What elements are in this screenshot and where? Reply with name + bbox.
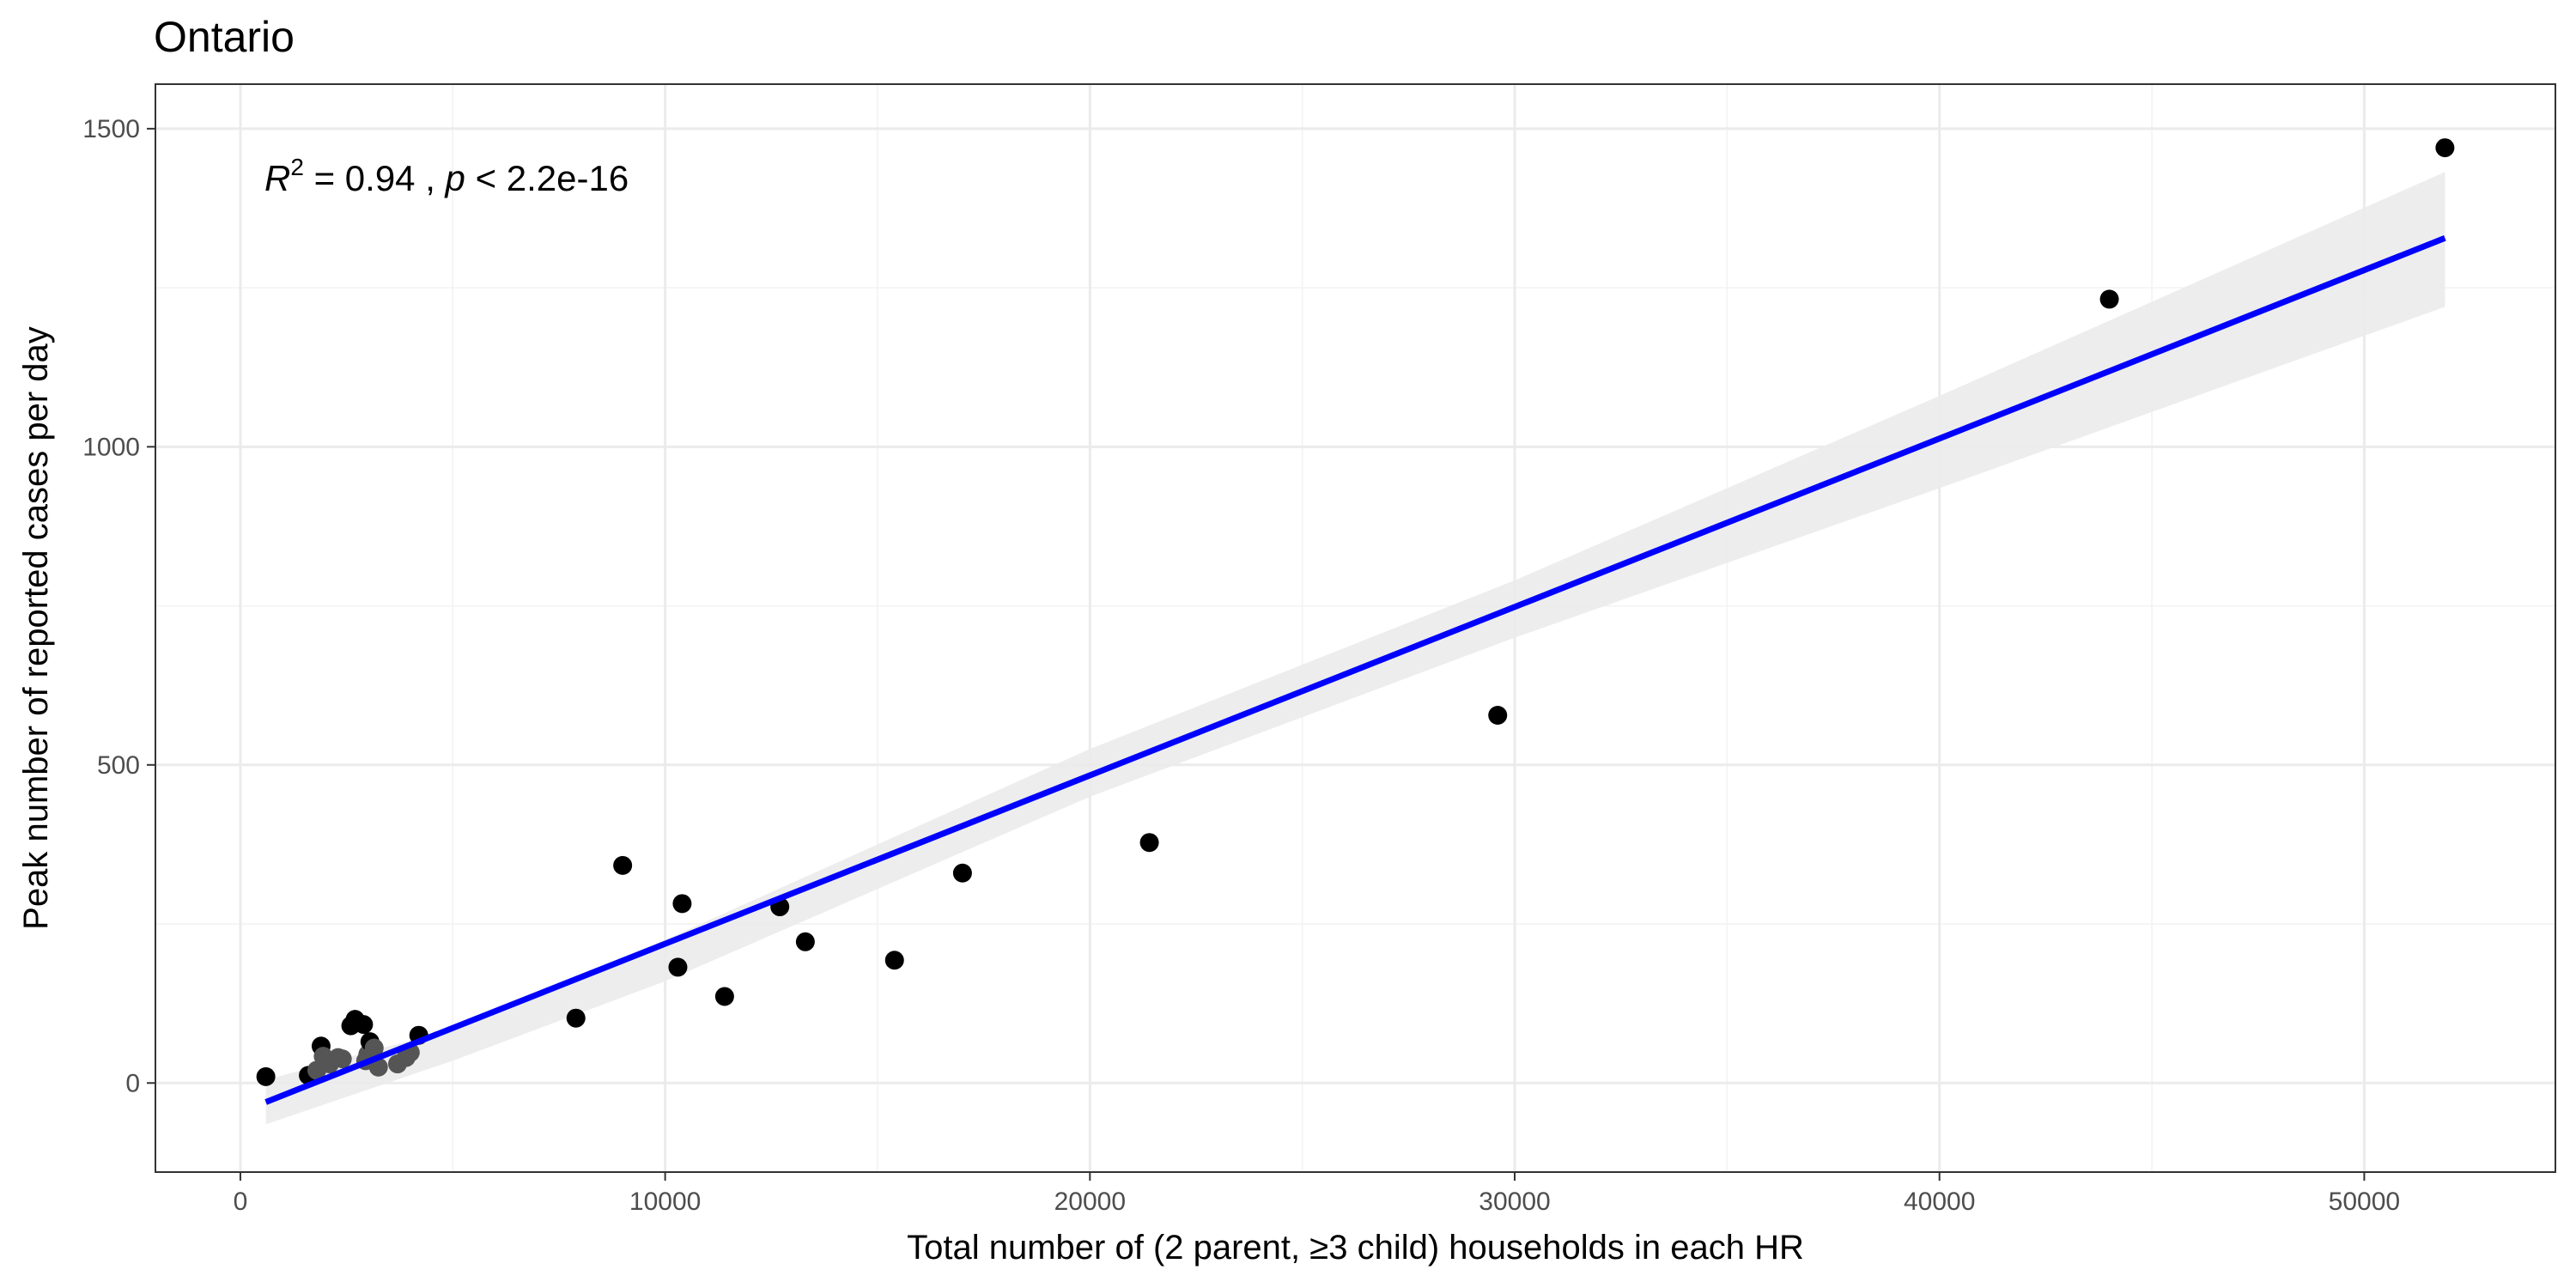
data-point [884, 951, 904, 970]
data-point [714, 987, 734, 1006]
data-point [1488, 706, 1508, 726]
r-value: = 0.94 , [304, 158, 446, 198]
plot-panel-border [155, 83, 2556, 1173]
x-tick-label: 40000 [1904, 1188, 1975, 1216]
data-point [668, 957, 688, 977]
y-axis-title: Peak number of reported cases per day [17, 326, 55, 930]
x-tick-label: 20000 [1054, 1188, 1126, 1216]
data-point [354, 1015, 374, 1035]
data-point [795, 932, 815, 951]
data-point [566, 1008, 586, 1028]
x-tick-label: 30000 [1479, 1188, 1550, 1216]
data-point [613, 855, 633, 875]
data-point [952, 863, 972, 883]
x-tick-label: 0 [234, 1188, 248, 1216]
y-tick-label: 500 [97, 751, 140, 780]
r-exponent: 2 [290, 154, 304, 180]
regression-annotation: R2 = 0.94 , p < 2.2e-16 [264, 154, 629, 198]
y-tick-label: 0 [125, 1069, 140, 1097]
data-point [364, 1038, 384, 1058]
data-point [1139, 833, 1159, 853]
r-symbol: R [264, 158, 290, 198]
p-symbol: p [444, 158, 465, 198]
x-tick-label: 10000 [629, 1188, 701, 1216]
regression-line [264, 235, 2446, 1105]
y-tick-label: 1000 [82, 433, 140, 461]
data-point [672, 894, 692, 914]
data-point [332, 1049, 352, 1069]
data-point [2099, 289, 2119, 309]
y-tick-label: 1500 [82, 115, 140, 143]
x-tick-label: 50000 [2329, 1188, 2400, 1216]
data-point [256, 1066, 276, 1086]
data-point [2435, 138, 2455, 158]
p-value: < 2.2e-16 [465, 158, 629, 198]
chart-title: Ontario [154, 13, 295, 61]
x-axis-title: Total number of (2 parent, ≥3 child) hou… [907, 1229, 1804, 1267]
